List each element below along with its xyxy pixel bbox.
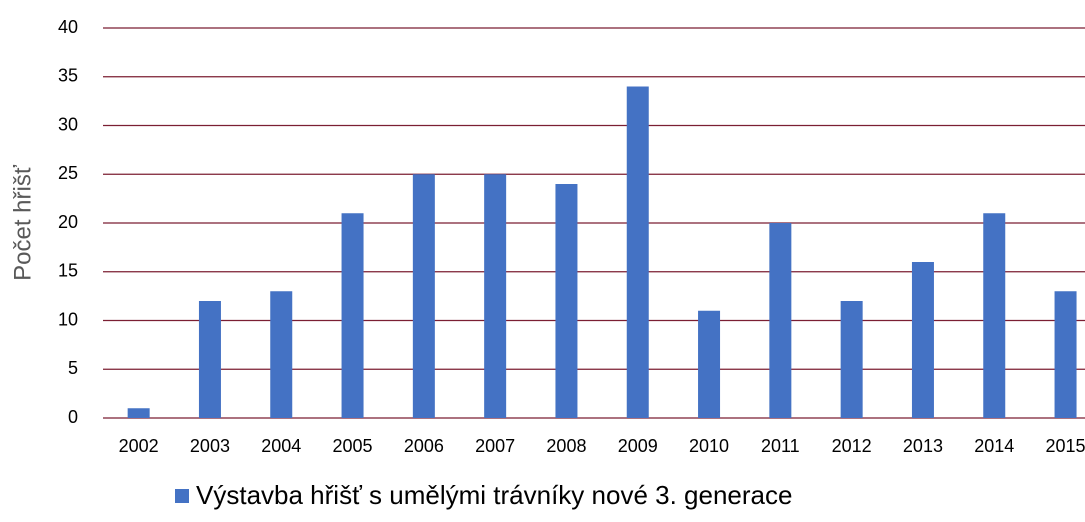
y-tick-label: 5 [68, 358, 78, 378]
x-tick-label: 2011 [761, 436, 800, 456]
y-tick-label: 15 [58, 261, 78, 281]
bar [555, 184, 578, 418]
x-tick-label: 2007 [475, 436, 515, 456]
x-tick-label: 2012 [832, 436, 872, 456]
x-tick-label: 2008 [546, 436, 586, 456]
x-tick-label: 2003 [190, 436, 230, 456]
legend-swatch [175, 489, 189, 503]
x-tick-label: 2004 [261, 436, 301, 456]
x-tick-label: 2010 [689, 436, 729, 456]
y-tick-label: 10 [58, 309, 78, 329]
bar [484, 174, 507, 418]
y-tick-label: 25 [58, 163, 78, 183]
x-tick-label: 2013 [903, 436, 943, 456]
bar [198, 301, 221, 418]
y-tick-label: 30 [58, 114, 78, 134]
bar [911, 262, 934, 418]
x-tick-label: 2002 [119, 436, 159, 456]
bar [769, 223, 792, 418]
bar [840, 301, 863, 418]
bar [698, 310, 721, 418]
y-axis-label: Počet hřišť [9, 164, 36, 281]
bar [270, 291, 293, 418]
x-tick-label: 2015 [1046, 436, 1085, 456]
y-tick-label: 20 [58, 212, 78, 232]
bar [127, 408, 150, 418]
y-tick-label: 0 [68, 407, 78, 427]
x-tick-label: 2014 [974, 436, 1014, 456]
y-tick-label: 35 [58, 66, 78, 86]
x-tick-label: 2005 [333, 436, 373, 456]
legend-label: Výstavba hřišť s umělými trávníky nové 3… [196, 480, 792, 510]
x-tick-label: 2006 [404, 436, 444, 456]
bar [1054, 291, 1077, 418]
bar [626, 86, 649, 418]
x-tick-label: 2009 [618, 436, 658, 456]
bar [341, 213, 364, 418]
bar [983, 213, 1006, 418]
bar [412, 174, 435, 418]
y-tick-label: 40 [58, 17, 78, 37]
